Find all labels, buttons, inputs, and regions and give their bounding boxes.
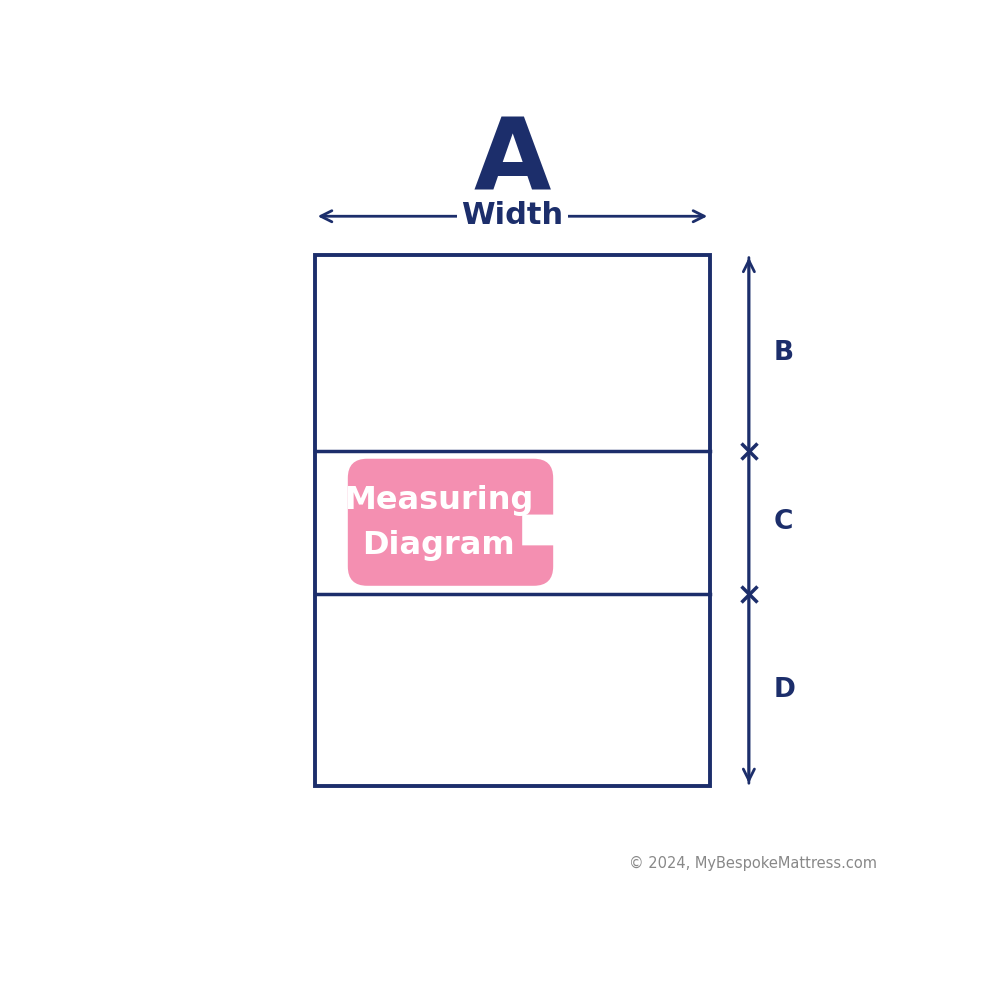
PathPatch shape (348, 459, 553, 586)
Text: B: B (774, 340, 794, 366)
Text: Diagram: Diagram (363, 530, 515, 561)
Bar (315, 255, 710, 786)
Text: A: A (474, 114, 551, 211)
Text: D: D (774, 677, 796, 703)
Text: Width: Width (461, 201, 564, 230)
Text: C: C (774, 509, 793, 535)
Text: © 2024, MyBespokeMattress.com: © 2024, MyBespokeMattress.com (629, 856, 877, 871)
Text: Measuring: Measuring (344, 485, 534, 516)
